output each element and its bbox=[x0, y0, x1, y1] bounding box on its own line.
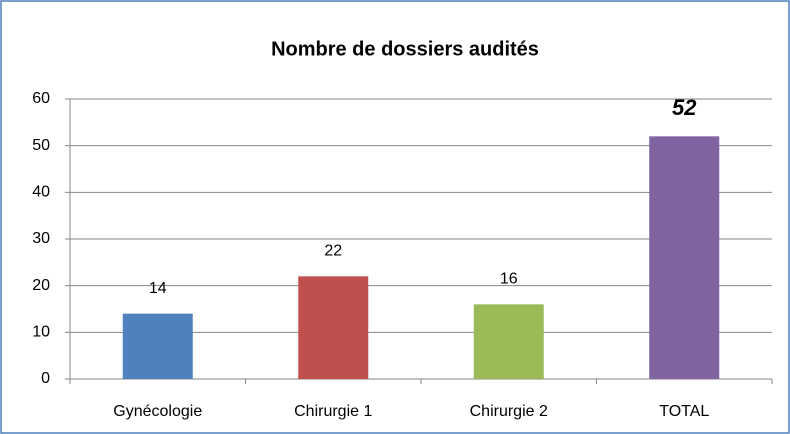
y-tick-label: 0 bbox=[41, 370, 50, 387]
y-tick-label: 60 bbox=[32, 90, 50, 107]
chart-title: Nombre de dossiers audités bbox=[271, 38, 539, 60]
bar bbox=[298, 276, 369, 379]
data-label: 52 bbox=[672, 95, 697, 120]
x-tick-label: Chirurgie 2 bbox=[470, 403, 548, 420]
data-label: 14 bbox=[149, 280, 167, 297]
data-label: 16 bbox=[500, 271, 518, 288]
y-tick-label: 30 bbox=[32, 230, 50, 247]
y-tick-label: 20 bbox=[32, 277, 50, 294]
y-tick-label: 40 bbox=[32, 184, 50, 201]
x-tick-label: Gynécologie bbox=[113, 403, 202, 420]
bar bbox=[122, 313, 193, 379]
y-tick-label: 10 bbox=[32, 324, 50, 341]
bar bbox=[473, 304, 544, 379]
x-tick-label: Chirurgie 1 bbox=[294, 403, 372, 420]
bar bbox=[649, 136, 720, 379]
x-tick-label: TOTAL bbox=[659, 403, 709, 420]
y-tick-label: 50 bbox=[32, 137, 50, 154]
data-label: 22 bbox=[324, 243, 342, 260]
